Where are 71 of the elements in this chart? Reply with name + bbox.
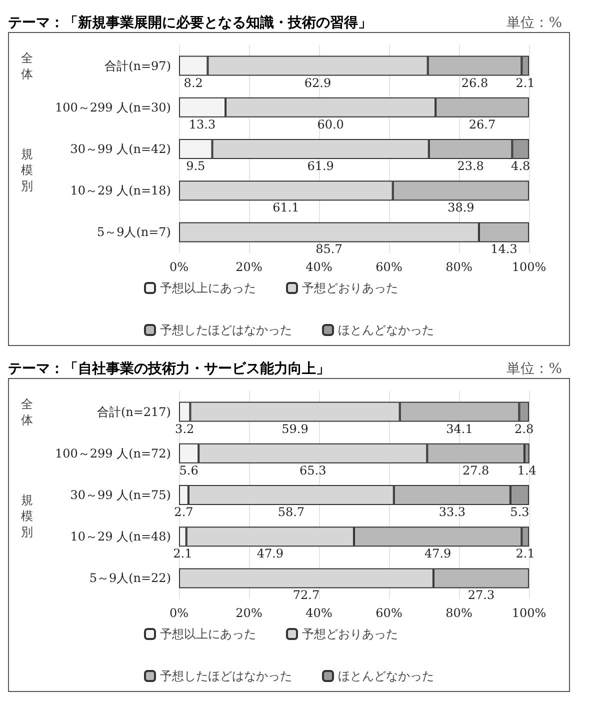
data-label: 47.9 xyxy=(256,546,284,561)
data-label: 60.0 xyxy=(317,117,344,132)
x-tick-label: 100% xyxy=(512,260,546,274)
x-tick-label: 60% xyxy=(376,260,402,274)
data-label: 27.8 xyxy=(462,463,490,478)
data-label: 59.9 xyxy=(282,422,308,436)
x-tick-label: 0% xyxy=(169,260,189,274)
data-label: 58.7 xyxy=(278,505,305,519)
x-tick-label: 20% xyxy=(236,606,262,620)
x-tick-label: 100% xyxy=(512,606,546,620)
text: 規模別 xyxy=(21,146,33,194)
data-label: 2.1 xyxy=(173,546,192,561)
x-tick-label: 80% xyxy=(446,606,472,620)
text: 全体 xyxy=(21,50,33,82)
x-tick-label: 40% xyxy=(306,606,332,620)
x-tick-label: 20% xyxy=(236,260,262,274)
data-label: 61.9 xyxy=(307,159,334,173)
data-label: 14.3 xyxy=(490,242,518,256)
data-label: 72.7 xyxy=(292,588,320,602)
data-label: 65.3 xyxy=(300,463,326,478)
legend-label: 予想どおりあった xyxy=(302,281,398,295)
data-label: 13.3 xyxy=(188,117,216,132)
legend-label: 予想どおりあった xyxy=(302,627,398,641)
data-label: 27.3 xyxy=(468,588,495,602)
text: 全体 xyxy=(21,396,33,428)
data-label: 5.3 xyxy=(510,505,530,519)
y-tick-label: 30～99 人(n=42) xyxy=(70,142,171,156)
data-label: 47.9 xyxy=(424,546,452,561)
y-tick-label: 100～299 人(n=72) xyxy=(54,446,171,460)
chart-title: テーマ：「自社事業の技術力・サービス能力向上」 xyxy=(8,360,330,378)
data-label: 3.2 xyxy=(175,422,194,436)
y-tick-label: 5～9人(n=22) xyxy=(89,571,171,586)
text: 規模別 xyxy=(21,492,33,540)
y-tick-label: 100～299 人(n=30) xyxy=(54,100,171,114)
legend-label: ほとんどなかった xyxy=(338,323,434,337)
data-label: 2.1 xyxy=(516,546,535,561)
data-label: 1.4 xyxy=(517,463,537,478)
y-tick-label: 30～99 人(n=75) xyxy=(70,488,171,502)
data-label: 2.1 xyxy=(516,76,535,90)
y-tick-label: 10～29 人(n=48) xyxy=(70,530,171,544)
data-label: 61.1 xyxy=(272,200,300,215)
text: 単位：% xyxy=(506,14,562,32)
data-label: 4.8 xyxy=(511,159,530,173)
legend-label: 予想以上にあった xyxy=(160,627,256,641)
x-tick-label: 40% xyxy=(306,260,332,274)
legend-label: 予想以上にあった xyxy=(160,281,256,295)
x-tick-label: 0% xyxy=(169,606,189,620)
legend-label: ほとんどなかった xyxy=(338,669,434,683)
chart-title: テーマ：「新規事業展開に必要となる知識・技術の習得」 xyxy=(8,14,372,32)
data-label: 62.9 xyxy=(304,76,332,90)
data-label: 33.3 xyxy=(438,505,466,519)
y-tick-label: 合計(n=97) xyxy=(104,58,171,73)
x-tick-label: 80% xyxy=(446,260,472,274)
text: 単位：% xyxy=(506,360,562,378)
data-label: 9.5 xyxy=(186,159,206,173)
legend-label: 予想したほどはなかった xyxy=(160,323,292,337)
x-tick-label: 60% xyxy=(376,606,402,620)
data-label: 85.7 xyxy=(316,242,342,256)
legend-label: 予想したほどはなかった xyxy=(160,669,292,683)
y-tick-label: 5～9人(n=7) xyxy=(96,225,171,240)
y-tick-label: 合計(n=217) xyxy=(96,404,171,419)
data-label: 23.8 xyxy=(457,159,484,173)
data-label: 26.7 xyxy=(468,117,496,132)
data-label: 5.6 xyxy=(179,463,198,478)
data-label: 26.8 xyxy=(461,76,488,90)
data-label: 34.1 xyxy=(446,422,473,436)
y-tick-label: 10～29 人(n=18) xyxy=(70,184,171,198)
data-label: 38.9 xyxy=(448,200,474,215)
data-label: 8.2 xyxy=(184,76,203,90)
data-label: 2.7 xyxy=(174,505,194,519)
data-label: 2.8 xyxy=(514,422,534,436)
